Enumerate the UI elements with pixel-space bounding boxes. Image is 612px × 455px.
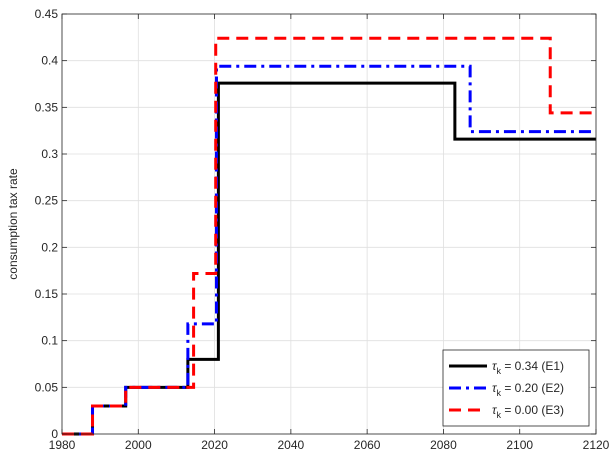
y-tick-label: 0.15	[35, 287, 59, 301]
y-tick-label: 0.3	[41, 147, 58, 161]
x-tick-label: 2080	[430, 438, 457, 452]
x-tick-label: 2100	[506, 438, 533, 452]
x-tick-label: 1980	[49, 438, 76, 452]
y-tick-label: 0.25	[35, 194, 59, 208]
y-tick-label: 0.4	[41, 54, 58, 68]
y-tick-label: 0.35	[35, 100, 59, 114]
axis-tick-labels: 1980 2000 2020 2040 2060 2080 2100 2120 0 0.05 0.1…	[35, 7, 610, 452]
y-tick-label: 0.05	[35, 380, 59, 394]
x-tick-label: 2040	[278, 438, 305, 452]
y-axis-label: consumption tax rate	[6, 168, 20, 280]
axis-ticks	[61, 13, 597, 435]
y-tick-label: 0.45	[35, 7, 59, 21]
y-tick-label: 0	[51, 427, 58, 441]
series-line-3	[62, 36, 596, 436]
legend-entry-label: τk = 0.20 (E2)	[492, 381, 564, 398]
x-tick-label: 2120	[583, 438, 610, 452]
legend-entry-label: τk = 0.00 (E3)	[492, 403, 564, 420]
legend: τk = 0.34 (E1) τk = 0.20 (E2) τk = 0.00 (E…	[442, 349, 590, 427]
x-tick-label: 2000	[125, 438, 152, 452]
plot-frame	[61, 13, 597, 435]
series-layer	[62, 36, 596, 436]
legend-entry-label: τk = 0.34 (E1)	[492, 359, 564, 376]
x-tick-label: 2020	[201, 438, 228, 452]
x-tick-label: 2060	[354, 438, 381, 452]
y-tick-label: 0.1	[41, 334, 58, 348]
y-tick-label: 0.2	[41, 240, 58, 254]
series-line-2	[62, 64, 596, 436]
